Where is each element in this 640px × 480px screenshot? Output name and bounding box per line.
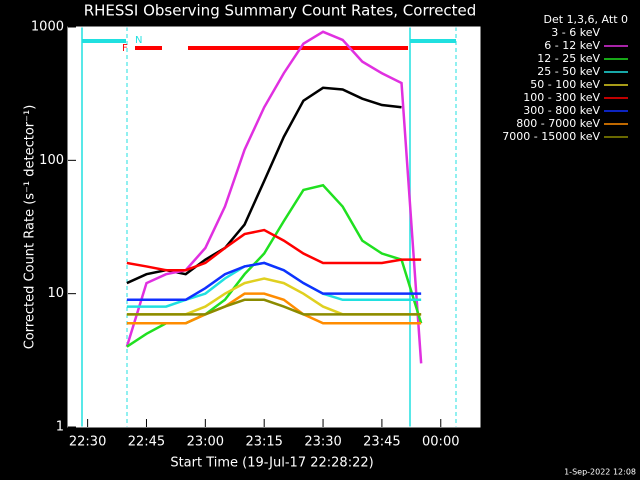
- series-line: [126, 298, 422, 316]
- x-tick-label: 23:00: [187, 435, 224, 450]
- y-tick-label: 1000: [31, 20, 64, 35]
- x-tick-label: 23:45: [363, 435, 400, 450]
- legend-label: 25 - 50 keV: [537, 65, 600, 78]
- legend-label: 100 - 300 keV: [523, 91, 600, 104]
- y-tick-label: 1: [56, 420, 64, 435]
- series-line: [126, 228, 422, 272]
- x-tick-label: 00:00: [422, 435, 459, 450]
- series-line: [126, 292, 422, 325]
- legend-label: 800 - 7000 keV: [516, 117, 600, 130]
- legend-label: 300 - 800 keV: [523, 104, 600, 117]
- legend-label: 7000 - 15000 keV: [502, 130, 600, 143]
- annotation: F: [122, 43, 128, 54]
- plot-frame: [67, 26, 481, 428]
- footer: 1-Sep-2022 12:08: [564, 468, 636, 477]
- legend-label: 6 - 12 keV: [544, 39, 600, 52]
- y-tick-label: 10: [47, 286, 64, 301]
- x-axis-label: Start Time (19-Jul-17 22:28:22): [170, 456, 373, 471]
- legend-label: 50 - 100 keV: [530, 78, 600, 91]
- plot: [125, 30, 423, 364]
- series-line: [126, 261, 422, 302]
- y-axis-label: Corrected Count Rate (s⁻¹ detector⁻¹): [23, 105, 38, 350]
- x-tick-label: 23:15: [245, 435, 282, 450]
- plot-area: [68, 27, 480, 427]
- legend-title: Det 1,3,6, Att 0: [544, 13, 628, 26]
- series-line: [125, 30, 423, 364]
- x-tick-label: 22:30: [69, 435, 106, 450]
- legend-label: 12 - 25 keV: [537, 52, 600, 65]
- x-tick-label: 23:30: [304, 435, 341, 450]
- chart-title: RHESSI Observing Summary Count Rates, Co…: [84, 2, 477, 20]
- annotation: N: [135, 35, 142, 46]
- legend-label: 3 - 6 keV: [551, 26, 600, 39]
- y-tick-label: 100: [39, 153, 64, 168]
- series-line: [126, 86, 402, 285]
- x-tick-label: 22:45: [128, 435, 165, 450]
